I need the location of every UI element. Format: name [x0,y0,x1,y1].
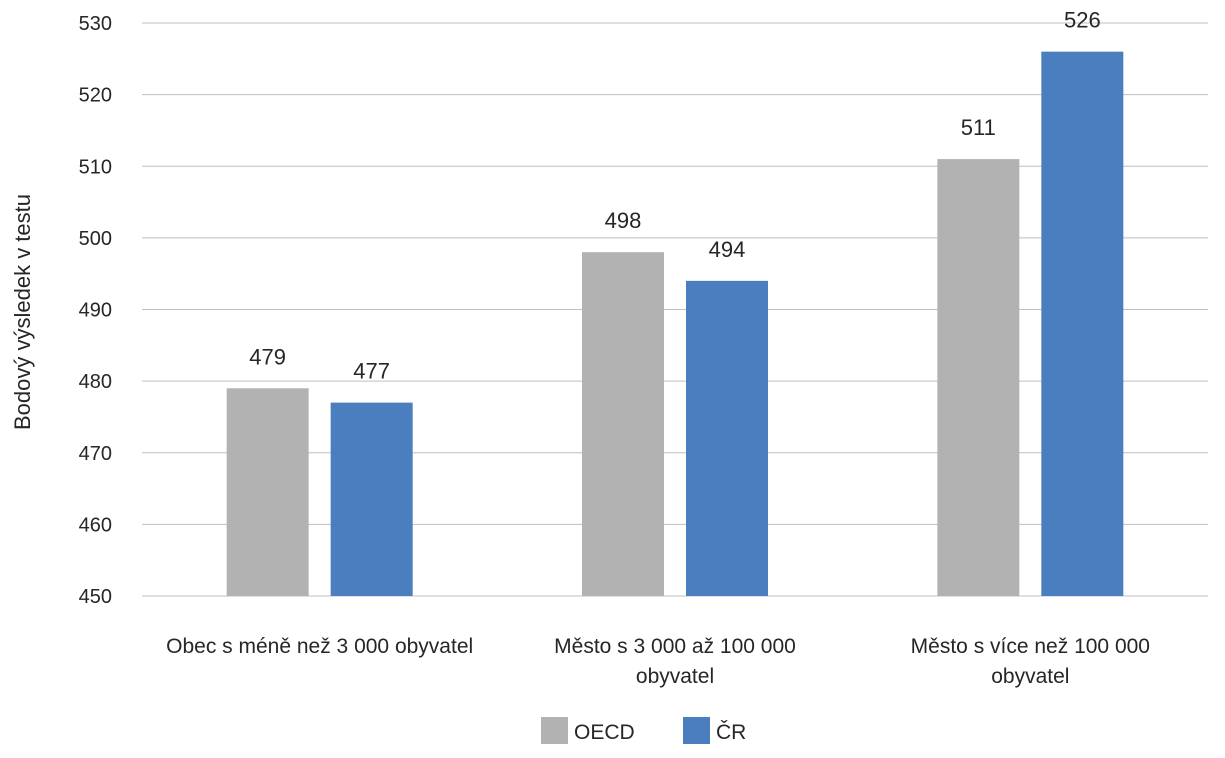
y-axis-ticks: 450 460 470 480 490 500 510 520 530 [79,13,112,608]
y-tick-label: 460 [79,514,112,536]
x-category-label: obyvatel [636,665,714,688]
y-tick-label: 470 [79,443,112,465]
data-label-čr-2: 526 [1064,8,1101,33]
gridlines [142,22,1208,597]
x-category-label: Město s více než 100 000 [911,635,1150,658]
data-label-čr-0: 477 [353,359,390,384]
y-axis-title: Bodový výsledek v testu [10,194,35,430]
data-label-oecd-0: 479 [249,344,286,369]
x-category-label: Město s 3 000 až 100 000 [554,635,796,658]
bar-oecd-1 [582,252,664,596]
y-tick-label: 490 [79,300,112,322]
data-label-oecd-1: 498 [605,208,642,233]
bar-čr-0 [330,402,413,596]
x-category-label: obyvatel [991,665,1069,688]
data-label-oecd-2: 511 [961,115,996,140]
y-tick-label: 450 [79,586,112,608]
legend-swatch-oecd [541,717,568,744]
data-label-čr-1: 494 [709,237,746,262]
bar-čr-2 [1041,51,1124,596]
bars [226,51,1124,596]
x-axis-categories: Obec s méně než 3 000 obyvatel Město s 3 … [166,635,1150,688]
y-tick-label: 510 [79,156,112,178]
bar-čr-1 [686,280,768,596]
y-tick-label: 530 [79,13,112,35]
legend: OECD ČR [541,717,746,744]
legend-label-oecd: OECD [574,721,635,744]
y-tick-label: 520 [79,85,112,107]
data-labels: 479 477 498 494 511 526 [249,8,1100,384]
bar-oecd-0 [226,388,309,596]
y-tick-label: 500 [79,228,112,250]
y-tick-label: 480 [79,371,112,393]
legend-label-čr: ČR [716,721,746,744]
legend-swatch-čr [683,717,710,744]
bar-oecd-2 [937,159,1020,596]
x-category-label: Obec s méně než 3 000 obyvatel [166,635,473,658]
